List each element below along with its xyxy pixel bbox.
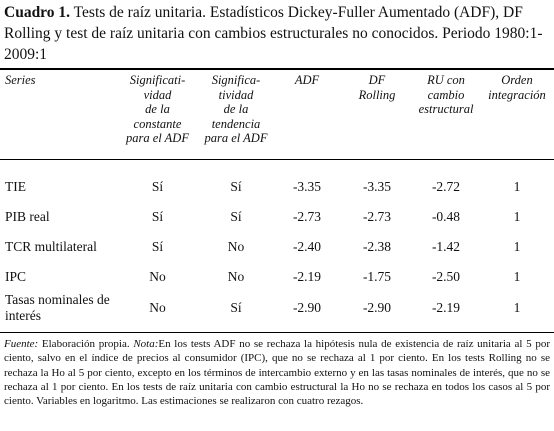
- table-cell: -2.73: [292, 209, 322, 224]
- header-line: constante: [133, 116, 182, 131]
- series-name: IPC: [5, 269, 27, 284]
- header-line: DF: [368, 73, 386, 87]
- header-line: de la: [145, 102, 170, 116]
- column-header: DF Rolling: [342, 69, 412, 160]
- table-head: Series Significati-vidad de la constante par…: [0, 69, 554, 160]
- table-cell: -2.40: [292, 239, 322, 254]
- table-cell: -2.38: [362, 239, 392, 254]
- header-line: tividad: [218, 87, 254, 102]
- column-header: ADF: [272, 69, 342, 160]
- series-name: Tasas nominales de interés: [5, 292, 110, 323]
- table-cell: -2.72: [431, 179, 461, 194]
- header-line: estructural: [418, 102, 474, 116]
- table-title: Cuadro 1. Tests de raíz unitaria. Estadí…: [0, 0, 554, 65]
- table-body: TIE Sí Sí -3.35 -3.35 -2.72 1 PIB real Sí Sí -2.73…: [0, 160, 554, 333]
- header-line: vidad: [143, 87, 172, 102]
- table-cell: Sí: [151, 209, 164, 224]
- table-cell: -0.48: [431, 209, 461, 224]
- series-name: TCR multilateral: [5, 239, 97, 254]
- column-header: Significa-tividad de la tendencia para el A…: [200, 69, 272, 160]
- column-header: Orden integración: [480, 69, 554, 160]
- table-cell: No: [149, 269, 166, 284]
- header-line: Series: [5, 73, 36, 87]
- header-line: de la: [223, 102, 249, 116]
- note-label: Nota:: [133, 338, 159, 350]
- header-row: Series Significati-vidad de la constante par…: [0, 69, 554, 160]
- table-row: IPC No No -2.19 -1.75 -2.50 1: [0, 262, 554, 292]
- header-line: ADF: [294, 73, 320, 87]
- series-name: PIB real: [5, 209, 50, 224]
- column-header: Significati-vidad de la constante para el A…: [115, 69, 200, 160]
- header-line: cambio: [427, 87, 465, 102]
- table-cell: Sí: [230, 209, 242, 224]
- header-line: para el ADF: [126, 131, 189, 145]
- source-text: Elaboración propia.: [41, 338, 130, 350]
- table-row: PIB real Sí Sí -2.73 -2.73 -0.48 1: [0, 202, 554, 232]
- table-cell: 1: [513, 300, 521, 315]
- table-cell: No: [227, 239, 245, 254]
- table-cell: -2.73: [362, 209, 392, 224]
- table-cell: 1: [513, 239, 521, 254]
- table-row: TIE Sí Sí -3.35 -3.35 -2.72 1: [0, 160, 554, 203]
- table-cell: -3.35: [362, 179, 392, 194]
- table-cell: Sí: [230, 300, 242, 315]
- table-cell: -2.90: [292, 300, 322, 315]
- table-cell: -2.50: [431, 269, 461, 284]
- table-cell: Sí: [151, 239, 164, 254]
- header-line: para el ADF: [204, 131, 268, 145]
- table-cell: -1.75: [362, 269, 392, 284]
- header-line: Orden: [501, 73, 533, 87]
- header-line: Significati-: [129, 73, 186, 87]
- results-table: Series Significati-vidad de la constante par…: [0, 68, 554, 333]
- source-label: Fuente:: [4, 338, 39, 350]
- table-cell: -3.35: [292, 179, 322, 194]
- table-cell: -2.19: [292, 269, 322, 284]
- table-cell: Sí: [230, 179, 242, 194]
- title-label: Cuadro 1.: [4, 4, 71, 21]
- column-header: RU con cambio estructural: [412, 69, 480, 160]
- note-text: En los tests ADF no se rechaza la hipóte…: [4, 338, 550, 408]
- header-line: tendencia: [211, 116, 261, 131]
- table-cell: 1: [513, 269, 521, 284]
- header-line: integración: [488, 87, 546, 102]
- table-cell: -1.42: [431, 239, 461, 254]
- series-name: TIE: [5, 179, 26, 194]
- table-row: TCR multilateral Sí No -2.40 -2.38 -1.42 1: [0, 232, 554, 262]
- title-text: Tests de raíz unitaria. Estadísticos Dic…: [4, 4, 543, 63]
- header-line: Rolling: [358, 87, 396, 102]
- header-line: RU con: [427, 73, 465, 87]
- column-header: Series: [0, 69, 115, 160]
- table-cell: No: [149, 300, 166, 315]
- table-cell: Sí: [151, 179, 164, 194]
- table-cell: 1: [513, 179, 521, 194]
- table-row: Tasas nominales de interés No Sí -2.90 -2.90…: [0, 292, 554, 333]
- table-note: Fuente: Elaboración propia. Nota:En los …: [0, 333, 554, 408]
- table-cell: 1: [513, 209, 521, 224]
- table-cell: -2.90: [362, 300, 392, 315]
- table-cell: No: [227, 269, 245, 284]
- header-line: Significa-: [211, 73, 261, 87]
- table-cell: -2.19: [431, 300, 461, 315]
